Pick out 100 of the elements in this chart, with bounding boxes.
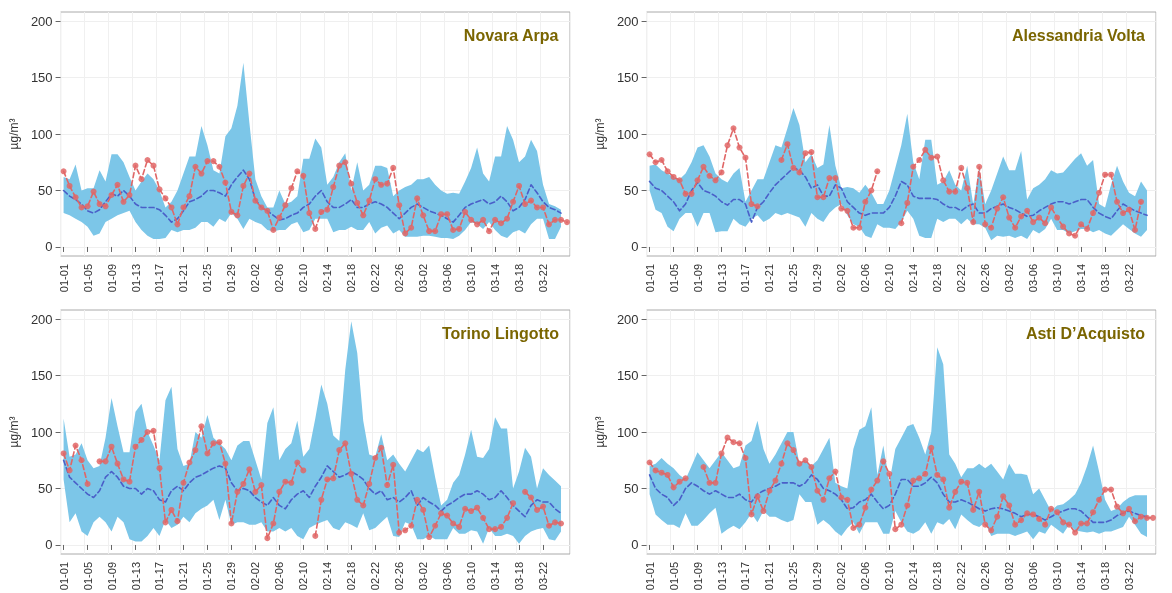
x-tick-label: 01-05 bbox=[81, 264, 94, 293]
x-tick-label: 03-18 bbox=[513, 264, 526, 293]
x-tick-label: 01-09 bbox=[105, 264, 118, 293]
x-tick-label: 03-22 bbox=[1123, 264, 1136, 293]
x-tick-label: 01-25 bbox=[787, 562, 800, 591]
x-tick-label: 01-01 bbox=[643, 562, 656, 591]
x-tick-label: 01-05 bbox=[81, 562, 94, 591]
x-tick-label: 03-10 bbox=[1051, 562, 1064, 591]
x-tick-label: 02-14 bbox=[321, 264, 334, 293]
y-axis-title: µg/m³ bbox=[7, 118, 21, 150]
x-tick-label: 03-18 bbox=[513, 562, 526, 591]
x-tick-label: 02-26 bbox=[979, 562, 992, 591]
x-tick-label: 01-13 bbox=[129, 264, 142, 293]
line-series bbox=[62, 169, 562, 223]
x-tick-label: 02-02 bbox=[835, 562, 848, 591]
x-tick-label: 01-13 bbox=[715, 264, 728, 293]
x-tick-label: 03-22 bbox=[537, 562, 550, 591]
x-tick-label: 01-29 bbox=[225, 562, 238, 591]
x-tick-label: 02-06 bbox=[859, 264, 872, 293]
y-tick-label: 50 bbox=[624, 480, 639, 496]
text: Alessandria Volta bbox=[1011, 26, 1146, 44]
x-tick-label: 01-05 bbox=[667, 562, 680, 591]
x-tick-label: 01-01 bbox=[57, 562, 70, 591]
x-tick-label: 03-06 bbox=[1027, 264, 1040, 293]
x-tick-label: 01-29 bbox=[811, 264, 824, 293]
x-tick-label: 01-17 bbox=[153, 562, 166, 591]
x-tick-label: 02-22 bbox=[955, 562, 968, 591]
x-tick-label: 02-26 bbox=[393, 562, 406, 591]
x-tick-label: 02-26 bbox=[979, 264, 992, 293]
x-tick-label: 02-14 bbox=[321, 562, 334, 591]
x-tick-label: 01-01 bbox=[57, 264, 70, 293]
x-tick-label: 02-22 bbox=[955, 264, 968, 293]
y-tick-label: 50 bbox=[38, 182, 53, 198]
x-tick-label: 03-22 bbox=[1123, 562, 1136, 591]
y-tick-label: 200 bbox=[616, 13, 639, 29]
y-tick-label: 150 bbox=[30, 70, 53, 86]
x-tick-label: 03-06 bbox=[1027, 562, 1040, 591]
x-tick-label: 03-18 bbox=[1099, 562, 1112, 591]
x-tick-label: 01-05 bbox=[667, 264, 680, 293]
y-tick-label: 150 bbox=[616, 70, 639, 86]
y-tick-label: 150 bbox=[30, 368, 53, 384]
x-tick-label: 03-14 bbox=[1075, 264, 1088, 293]
y-axis-title: µg/m³ bbox=[593, 416, 607, 448]
x-tick-label: 03-10 bbox=[1051, 264, 1064, 293]
x-tick-label: 02-10 bbox=[883, 562, 896, 591]
x-tick-label: 01-21 bbox=[177, 562, 190, 591]
y-tick-label: 100 bbox=[616, 424, 639, 440]
x-tick-label: 02-18 bbox=[931, 264, 944, 293]
text: Asti D’Acquisto bbox=[1025, 324, 1146, 342]
x-tick-label: 02-02 bbox=[249, 264, 262, 293]
y-tick-label: 0 bbox=[631, 239, 639, 255]
y-tick-label: 100 bbox=[30, 424, 53, 440]
text: Torino Lingotto bbox=[442, 324, 560, 342]
x-tick-label: 03-18 bbox=[1099, 264, 1112, 293]
x-tick-label: 03-06 bbox=[441, 264, 454, 293]
y-tick-label: 0 bbox=[631, 537, 639, 553]
x-tick-label: 02-26 bbox=[393, 264, 406, 293]
x-tick-label: 01-09 bbox=[105, 562, 118, 591]
x-tick-label: 01-21 bbox=[763, 264, 776, 293]
y-tick-label: 100 bbox=[616, 126, 639, 142]
x-tick-label: 01-21 bbox=[763, 562, 776, 591]
x-tick-label: 01-09 bbox=[691, 264, 704, 293]
x-tick-label: 03-06 bbox=[441, 562, 454, 591]
x-tick-label: 02-06 bbox=[273, 264, 286, 293]
y-tick-label: 200 bbox=[30, 311, 53, 327]
y-tick-label: 200 bbox=[616, 311, 639, 327]
x-tick-label: 01-17 bbox=[739, 562, 752, 591]
x-tick-label: 02-10 bbox=[883, 264, 896, 293]
x-tick-label: 02-02 bbox=[835, 264, 848, 293]
y-axis-title: µg/m³ bbox=[593, 118, 607, 150]
x-tick-label: 02-02 bbox=[249, 562, 262, 591]
x-tick-label: 03-02 bbox=[1003, 562, 1016, 591]
x-tick-label: 02-06 bbox=[859, 562, 872, 591]
y-tick-label: 0 bbox=[45, 239, 53, 255]
y-tick-label: 50 bbox=[624, 182, 639, 198]
x-tick-label: 01-09 bbox=[691, 562, 704, 591]
text: Novara Arpa bbox=[463, 26, 559, 44]
x-tick-label: 02-06 bbox=[273, 562, 286, 591]
x-tick-label: 03-02 bbox=[417, 264, 430, 293]
x-tick-label: 03-14 bbox=[489, 264, 502, 293]
x-tick-label: 01-25 bbox=[201, 264, 214, 293]
x-tick-label: 03-14 bbox=[1075, 562, 1088, 591]
x-tick-label: 03-10 bbox=[465, 264, 478, 293]
x-tick-label: 02-14 bbox=[907, 562, 920, 591]
x-tick-label: 02-10 bbox=[297, 264, 310, 293]
x-tick-label: 02-18 bbox=[345, 562, 358, 591]
x-tick-label: 03-14 bbox=[489, 562, 502, 591]
x-tick-label: 01-17 bbox=[153, 264, 166, 293]
y-axis-title: µg/m³ bbox=[7, 416, 21, 448]
x-tick-label: 02-18 bbox=[931, 562, 944, 591]
x-tick-label: 01-13 bbox=[129, 562, 142, 591]
x-tick-label: 01-01 bbox=[643, 264, 656, 293]
x-tick-label: 01-29 bbox=[811, 562, 824, 591]
x-tick-label: 03-22 bbox=[537, 264, 550, 293]
x-tick-label: 01-25 bbox=[201, 562, 214, 591]
x-tick-label: 01-13 bbox=[715, 562, 728, 591]
x-tick-label: 01-29 bbox=[225, 264, 238, 293]
x-tick-label: 02-10 bbox=[297, 562, 310, 591]
x-tick-label: 03-02 bbox=[417, 562, 430, 591]
x-tick-label: 02-18 bbox=[345, 264, 358, 293]
